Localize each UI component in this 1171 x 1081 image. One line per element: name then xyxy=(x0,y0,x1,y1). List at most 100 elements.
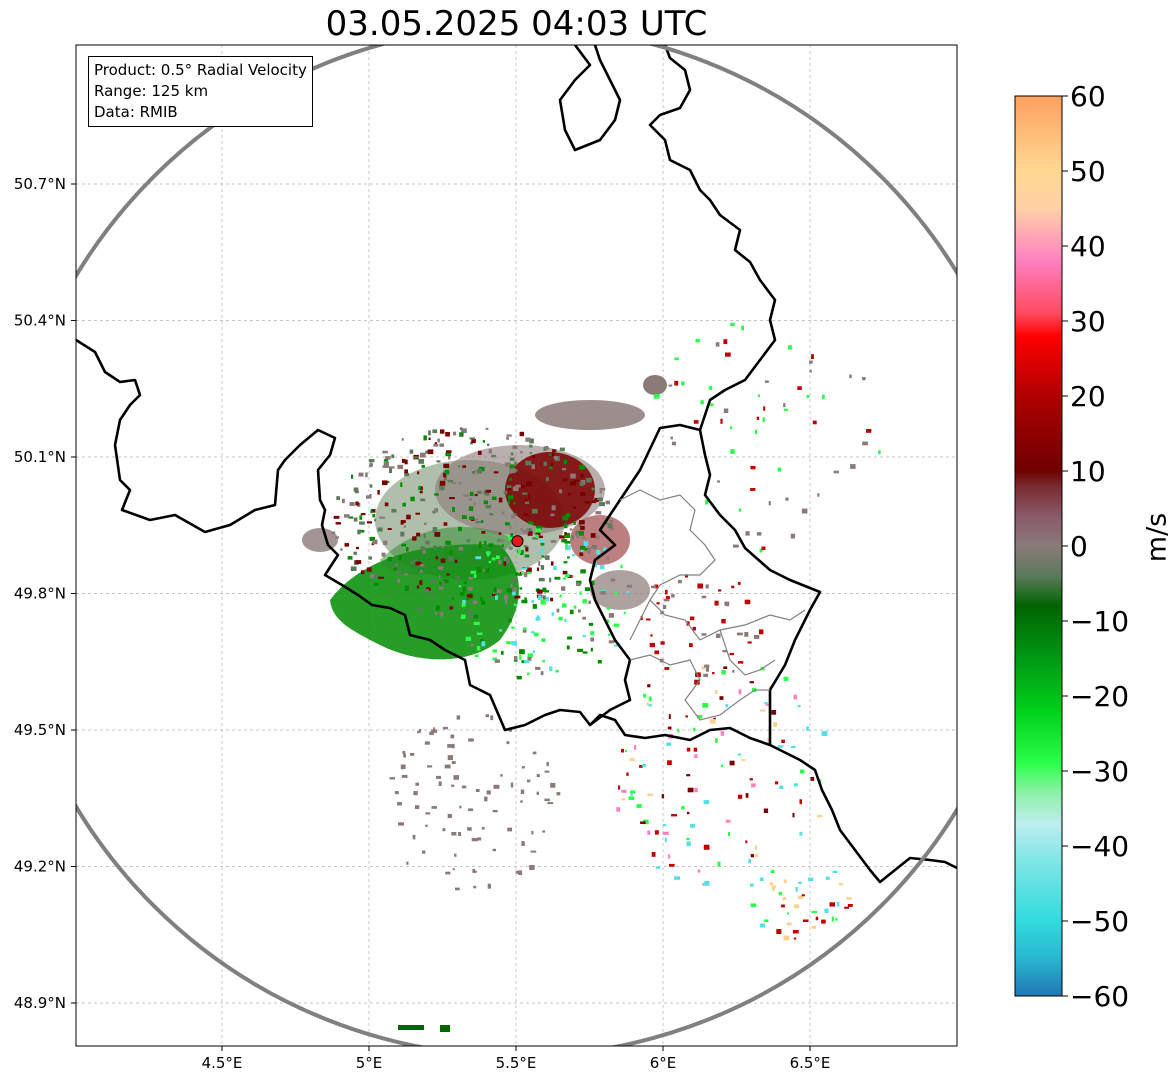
echo-speck xyxy=(503,490,508,495)
echo-speck xyxy=(417,730,421,734)
echo-speck xyxy=(443,477,447,481)
echo-speck xyxy=(494,659,500,663)
echo-speck xyxy=(458,585,462,588)
echo-speck xyxy=(723,339,728,345)
echo-speck xyxy=(361,570,365,575)
echo-speck xyxy=(359,515,363,520)
echo-speck xyxy=(649,642,655,648)
echo-speck xyxy=(578,609,581,613)
echo-speck xyxy=(432,429,438,434)
echo-speck xyxy=(438,575,441,579)
echo-speck xyxy=(559,594,562,598)
echo-speck xyxy=(785,497,789,501)
echo-speck xyxy=(717,861,721,867)
echo-speck xyxy=(423,435,427,441)
echo-speck xyxy=(656,602,660,605)
echo-speck xyxy=(358,472,364,477)
echo-speck xyxy=(551,452,555,457)
echo-speck xyxy=(420,452,426,458)
echo-speck xyxy=(569,528,573,531)
echo-speck xyxy=(817,493,820,497)
echo-speck xyxy=(514,595,521,599)
colorbar-tick-label: 20 xyxy=(1070,380,1106,413)
echo-speck xyxy=(477,450,482,455)
echo-speck xyxy=(373,573,379,578)
echo-speck xyxy=(551,561,554,566)
echo-speck xyxy=(491,557,496,561)
echo-speck xyxy=(437,566,444,569)
echo-speck xyxy=(786,922,792,926)
echo-speck xyxy=(419,729,422,732)
echo-speck xyxy=(685,574,688,578)
lon-tick-label: 5°E xyxy=(356,1054,383,1072)
echo-speck xyxy=(507,827,512,832)
longitude-axis: 4.5°E 5°E 5.5°E 6°E 6.5°E xyxy=(202,1046,830,1072)
echo-speck xyxy=(690,824,695,828)
echo-speck xyxy=(654,830,659,835)
echo-speck xyxy=(469,614,474,619)
echo-speck xyxy=(738,508,742,512)
echo-speck xyxy=(685,715,688,718)
echo-speck xyxy=(797,705,801,708)
echo-speck xyxy=(411,578,416,580)
echo-speck xyxy=(797,881,802,884)
echo-speck xyxy=(588,622,594,626)
echo-speck xyxy=(476,632,483,635)
admin-border-lu-2 xyxy=(629,654,770,721)
echo-speck xyxy=(536,774,540,778)
echo-speck xyxy=(693,420,699,424)
echo-speck xyxy=(718,589,722,592)
echo-speck xyxy=(441,581,446,586)
echo-speck xyxy=(495,595,498,600)
echo-speck xyxy=(509,546,512,550)
echo-speck xyxy=(530,631,535,634)
echo-speck xyxy=(553,455,558,460)
echo-speck xyxy=(353,551,357,555)
echo-speck xyxy=(525,546,529,552)
echo-speck xyxy=(485,491,490,496)
echo-speck xyxy=(500,650,504,655)
echo-speck xyxy=(481,600,486,605)
echo-speck xyxy=(835,917,838,921)
echo-speck xyxy=(522,492,528,495)
echo-speck xyxy=(654,584,659,589)
echo-speck xyxy=(582,616,587,620)
echo-speck xyxy=(781,739,785,743)
echo-speck xyxy=(424,741,430,745)
echo-speck xyxy=(671,814,677,817)
echo-speck xyxy=(524,554,530,558)
echo-speck xyxy=(708,403,714,407)
echo-speck xyxy=(467,586,473,591)
echo-speck xyxy=(493,784,500,789)
echo-speck xyxy=(473,621,480,625)
echo-speck xyxy=(793,694,797,700)
echo-speck xyxy=(472,870,477,873)
echo-speck xyxy=(668,714,671,719)
echo-speck xyxy=(458,481,462,485)
echo-speck xyxy=(664,837,667,842)
echo-speck xyxy=(527,779,531,783)
echo-speck xyxy=(419,490,423,494)
echo-speck xyxy=(525,460,532,466)
echo-speck xyxy=(583,541,589,547)
echo-speck xyxy=(370,509,376,513)
echo-speck xyxy=(549,577,552,583)
echo-speck xyxy=(525,437,531,442)
echo-speck xyxy=(821,394,825,400)
echo-speck xyxy=(355,560,362,564)
echo-speck xyxy=(349,502,355,506)
echo-speck xyxy=(452,507,455,512)
echo-speck xyxy=(432,510,436,514)
echo-speck xyxy=(717,480,720,483)
echo-speck xyxy=(614,644,619,647)
echo-speck xyxy=(565,545,571,551)
echo-speck xyxy=(456,715,461,720)
echo-speck xyxy=(759,629,764,635)
echo-speck xyxy=(630,793,633,796)
echo-speck xyxy=(821,731,828,736)
echo-speck xyxy=(795,887,798,892)
echo-speck xyxy=(391,454,395,459)
echo-speck xyxy=(540,542,545,546)
info-source: Data: RMIB xyxy=(94,103,178,121)
echo-speck xyxy=(434,493,439,496)
